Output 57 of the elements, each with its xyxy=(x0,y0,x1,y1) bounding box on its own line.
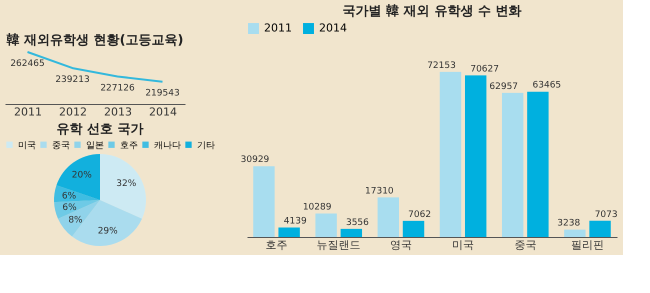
bar xyxy=(527,92,549,237)
bar xyxy=(464,75,486,237)
x-tick-label: 2014 xyxy=(149,106,177,118)
x-tick-label: 영국 xyxy=(390,238,412,252)
data-label: 30929 xyxy=(240,155,270,166)
data-label: 70627 xyxy=(470,64,499,74)
data-label: 6% xyxy=(62,203,78,214)
legend-label: 호주 xyxy=(120,140,138,151)
legend-label: 일본 xyxy=(86,140,104,151)
data-label: 6% xyxy=(62,192,77,202)
x-tick-label: 2013 xyxy=(104,106,132,118)
bar xyxy=(502,92,524,237)
chart-title: 유학 선호 국가 xyxy=(56,122,144,137)
chart-title: 韓 재외유학생 현황(고등교육) xyxy=(6,33,184,48)
x-tick-label: 미국 xyxy=(452,238,474,252)
data-label: 227126 xyxy=(100,83,135,94)
x-tick-label: 호주 xyxy=(266,238,288,252)
data-label: 219543 xyxy=(145,88,180,99)
data-label: 32% xyxy=(116,178,137,189)
x-tick-label: 2012 xyxy=(59,106,87,118)
data-label: 10289 xyxy=(302,202,332,212)
data-label: 3238 xyxy=(557,218,580,229)
x-tick-label: 필리핀 xyxy=(570,238,604,252)
bar xyxy=(564,230,586,237)
data-label: 62957 xyxy=(489,82,518,92)
legend-label: 캐나다 xyxy=(154,140,181,151)
data-label: 63465 xyxy=(532,80,562,91)
data-label: 7062 xyxy=(408,210,432,220)
bar xyxy=(378,197,400,237)
x-tick-label: 뉴질랜드 xyxy=(316,238,361,252)
bar xyxy=(315,213,337,237)
chart-title: 국가별 韓 재외 유학생 수 변화 xyxy=(342,4,522,19)
legend-label: 기타 xyxy=(197,140,215,151)
data-label: 72153 xyxy=(427,60,456,71)
data-label: 8% xyxy=(68,215,84,226)
legend-label: 2014 xyxy=(319,22,347,35)
pie-slice xyxy=(100,154,146,219)
data-label: 29% xyxy=(98,226,118,236)
legend-label: 중국 xyxy=(52,140,70,151)
data-label: 17310 xyxy=(365,186,394,196)
data-label: 4139 xyxy=(284,216,307,227)
data-label: 262465 xyxy=(10,59,45,69)
bar xyxy=(589,220,611,237)
data-label: 239213 xyxy=(55,75,90,86)
legend-label: 미국 xyxy=(18,140,36,151)
data-label: 7073 xyxy=(594,210,618,220)
bar xyxy=(402,220,424,237)
data-label: 3556 xyxy=(346,218,370,228)
bar xyxy=(253,166,275,237)
x-tick-label: 2011 xyxy=(14,106,42,118)
bar xyxy=(278,228,300,237)
bar xyxy=(340,228,362,237)
x-tick-label: 중국 xyxy=(514,238,536,252)
bar xyxy=(440,72,462,237)
data-label: 20% xyxy=(72,170,92,181)
legend-label: 2011 xyxy=(264,22,292,35)
pie-slice xyxy=(56,154,100,200)
